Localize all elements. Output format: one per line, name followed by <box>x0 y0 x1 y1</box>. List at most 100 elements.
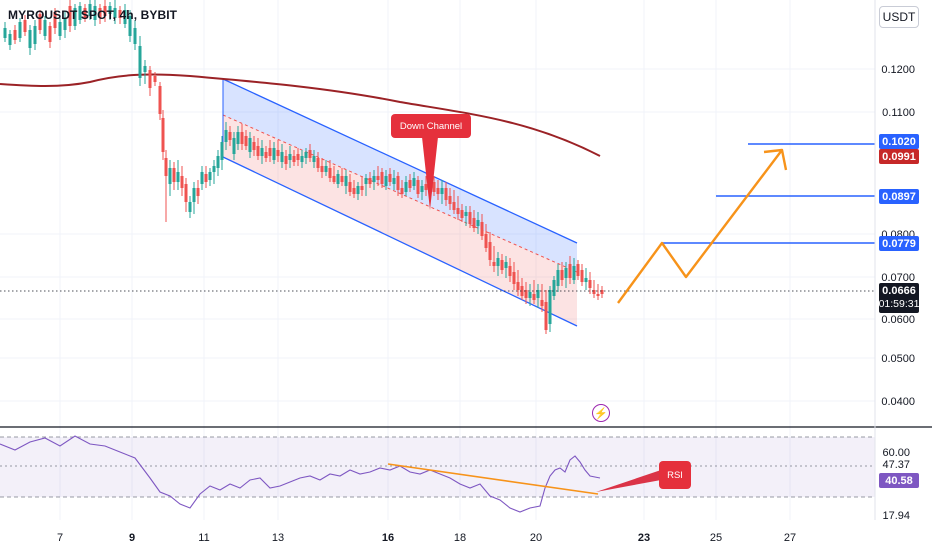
candle-body <box>524 290 528 298</box>
price-tick-label: 0.0700 <box>881 272 915 284</box>
candle-body <box>396 176 400 190</box>
candle-body <box>308 150 312 158</box>
time-tick-label: 18 <box>454 532 466 544</box>
grid-lines <box>0 0 875 520</box>
candle-body <box>248 138 252 152</box>
candle-body <box>48 26 52 42</box>
target-levels <box>0 143 875 292</box>
candle-body <box>536 290 540 298</box>
candle-body <box>296 154 300 160</box>
candle-body <box>103 6 107 16</box>
candle-body <box>584 278 588 282</box>
candle-body <box>508 266 512 276</box>
candle-body <box>288 154 292 160</box>
price-tick-label: 0.0500 <box>881 353 915 365</box>
candle-body <box>73 8 77 26</box>
candle-body <box>376 176 380 180</box>
time-tick-label: 13 <box>272 532 284 544</box>
price-tick-label: 0.1200 <box>881 64 915 76</box>
candle-body <box>196 188 200 196</box>
candle-body <box>78 6 82 20</box>
candle-body <box>113 8 117 18</box>
down-channel-pointer <box>422 137 438 210</box>
candle-body <box>324 166 328 172</box>
time-tick-label: 11 <box>198 532 209 544</box>
candle-body <box>456 208 460 214</box>
candle-body <box>512 272 516 284</box>
candle-body <box>552 280 556 296</box>
channel-mid-line <box>222 114 578 273</box>
candle-body <box>143 66 147 72</box>
candle-body <box>220 142 224 160</box>
candle-body <box>256 146 260 156</box>
symbol-title: MYROUSDT SPOT, 4h, BYBIT <box>8 8 178 22</box>
price-tag-0.1020: 0.1020 <box>879 134 919 149</box>
candle-body <box>268 148 272 156</box>
projection-line <box>617 149 783 304</box>
candle-body <box>488 242 492 260</box>
candle-body <box>172 168 176 182</box>
bar-countdown: 01:59:31 <box>878 298 920 310</box>
candle-body <box>460 210 464 218</box>
candle-body <box>184 184 188 202</box>
candle-body <box>128 16 132 36</box>
candle-body <box>312 156 316 162</box>
candle-body <box>232 138 236 154</box>
candle-body <box>328 168 332 178</box>
candle-body <box>480 222 484 236</box>
candle-body <box>468 212 472 224</box>
price-tag-0.0779: 0.0779 <box>879 236 919 251</box>
price-tick-label: 0.1100 <box>882 107 915 119</box>
candle-body <box>588 280 592 288</box>
rsi-tick-label: 17.94 <box>882 510 910 522</box>
rsi-line <box>0 435 601 513</box>
candle-body <box>340 176 344 182</box>
candle-body <box>532 294 536 300</box>
candle-body <box>200 172 204 184</box>
candlesticks <box>3 0 604 334</box>
candle-body <box>192 188 196 202</box>
candle-body <box>260 148 264 156</box>
candle-body <box>3 28 7 38</box>
time-tick-label: 23 <box>638 532 650 544</box>
candle-body <box>276 150 280 156</box>
candle-body <box>212 166 216 172</box>
candle-body <box>153 76 157 82</box>
candle-body <box>304 152 308 158</box>
candle-body <box>432 182 436 192</box>
candle-body <box>420 186 424 192</box>
candle-body <box>576 264 580 276</box>
candle-body <box>440 188 444 194</box>
candle-body <box>356 186 360 194</box>
candle-body <box>472 218 476 228</box>
time-tick-label: 7 <box>57 532 63 544</box>
price-tick-label: 0.0400 <box>881 396 915 408</box>
candle-body <box>388 174 392 182</box>
candle-body <box>280 152 284 162</box>
candle-body <box>452 202 456 210</box>
candle-body <box>380 172 384 184</box>
candle-body <box>504 262 508 268</box>
candle-body <box>88 4 92 16</box>
flash-icon[interactable]: ⚡ <box>592 404 610 422</box>
candle-body <box>520 286 524 296</box>
candle-body <box>43 20 47 36</box>
rsi-band <box>0 437 875 497</box>
time-tick-label: 25 <box>710 532 722 544</box>
candle-body <box>108 6 112 14</box>
candle-body <box>400 188 404 194</box>
price-tag-0.0991: 0.0991 <box>879 149 919 164</box>
candle-body <box>18 22 22 38</box>
candle-body <box>600 290 604 294</box>
rsi-tick-label: 60.00 <box>882 447 910 459</box>
candle-body <box>360 186 364 190</box>
candle-body <box>444 188 448 200</box>
candle-body <box>568 264 572 278</box>
currency-selector[interactable]: USDT <box>879 6 919 28</box>
candle-body <box>68 6 72 26</box>
candle-body <box>28 30 32 48</box>
candle-body <box>244 136 248 146</box>
